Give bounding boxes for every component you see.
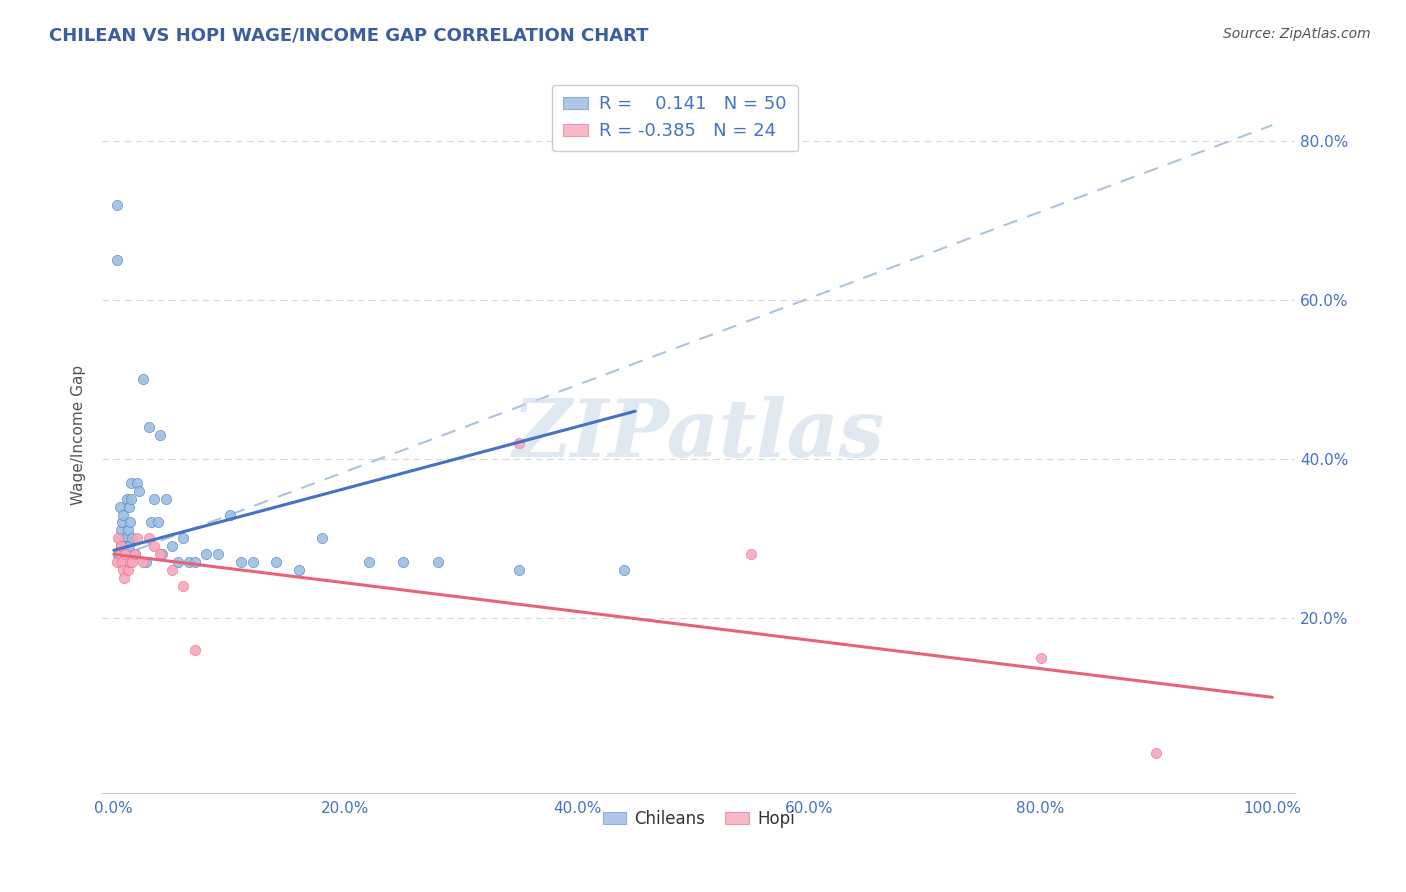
Legend: Chileans, Hopi: Chileans, Hopi xyxy=(596,803,801,834)
Point xyxy=(392,555,415,569)
Point xyxy=(135,555,157,569)
Point xyxy=(132,555,155,569)
Point xyxy=(118,500,141,514)
Point xyxy=(105,197,128,211)
Point xyxy=(146,516,169,530)
Point xyxy=(108,547,131,561)
Point xyxy=(357,555,380,569)
Point xyxy=(242,555,264,569)
Point xyxy=(115,491,138,506)
Text: CHILEAN VS HOPI WAGE/INCOME GAP CORRELATION CHART: CHILEAN VS HOPI WAGE/INCOME GAP CORRELAT… xyxy=(49,27,648,45)
Point xyxy=(111,516,134,530)
Point xyxy=(124,547,146,561)
Point xyxy=(155,491,177,506)
Point xyxy=(110,539,132,553)
Point xyxy=(112,547,135,561)
Point xyxy=(264,555,287,569)
Point xyxy=(125,532,148,546)
Point xyxy=(740,547,762,561)
Point xyxy=(138,532,160,546)
Text: ZIPatlas: ZIPatlas xyxy=(513,396,884,474)
Point xyxy=(231,555,253,569)
Point xyxy=(149,428,172,442)
Point xyxy=(107,532,129,546)
Point xyxy=(108,500,131,514)
Point xyxy=(108,532,131,546)
Point xyxy=(143,491,166,506)
Point xyxy=(111,555,134,569)
Point xyxy=(139,516,162,530)
Point xyxy=(114,532,136,546)
Y-axis label: Wage/Income Gap: Wage/Income Gap xyxy=(72,365,86,505)
Point xyxy=(117,563,139,577)
Point xyxy=(107,547,129,561)
Point xyxy=(114,539,136,553)
Point xyxy=(121,532,143,546)
Point xyxy=(160,539,183,553)
Point xyxy=(218,508,240,522)
Point xyxy=(508,436,530,450)
Point xyxy=(110,524,132,538)
Point xyxy=(152,547,174,561)
Point xyxy=(105,253,128,268)
Point xyxy=(110,539,132,553)
Point xyxy=(124,547,146,561)
Point xyxy=(138,420,160,434)
Point xyxy=(117,524,139,538)
Point xyxy=(612,563,634,577)
Point xyxy=(207,547,229,561)
Point xyxy=(120,491,142,506)
Point xyxy=(118,539,141,553)
Point xyxy=(125,475,148,490)
Point xyxy=(132,372,155,386)
Point xyxy=(172,579,194,593)
Point xyxy=(177,555,200,569)
Point xyxy=(121,555,143,569)
Point xyxy=(149,547,172,561)
Point xyxy=(166,555,188,569)
Point xyxy=(160,563,183,577)
Point xyxy=(112,571,135,585)
Point xyxy=(118,555,141,569)
Point xyxy=(128,483,150,498)
Point xyxy=(508,563,530,577)
Point xyxy=(288,563,311,577)
Point xyxy=(118,516,141,530)
Point xyxy=(114,547,136,561)
Point xyxy=(105,555,128,569)
Point xyxy=(184,642,207,657)
Point xyxy=(172,532,194,546)
Text: Source: ZipAtlas.com: Source: ZipAtlas.com xyxy=(1223,27,1371,41)
Point xyxy=(311,532,333,546)
Point xyxy=(112,563,135,577)
Point xyxy=(1029,650,1052,665)
Point xyxy=(184,555,207,569)
Point xyxy=(120,475,142,490)
Point xyxy=(112,508,135,522)
Point xyxy=(427,555,450,569)
Point xyxy=(143,539,166,553)
Point xyxy=(195,547,218,561)
Point xyxy=(1146,746,1168,760)
